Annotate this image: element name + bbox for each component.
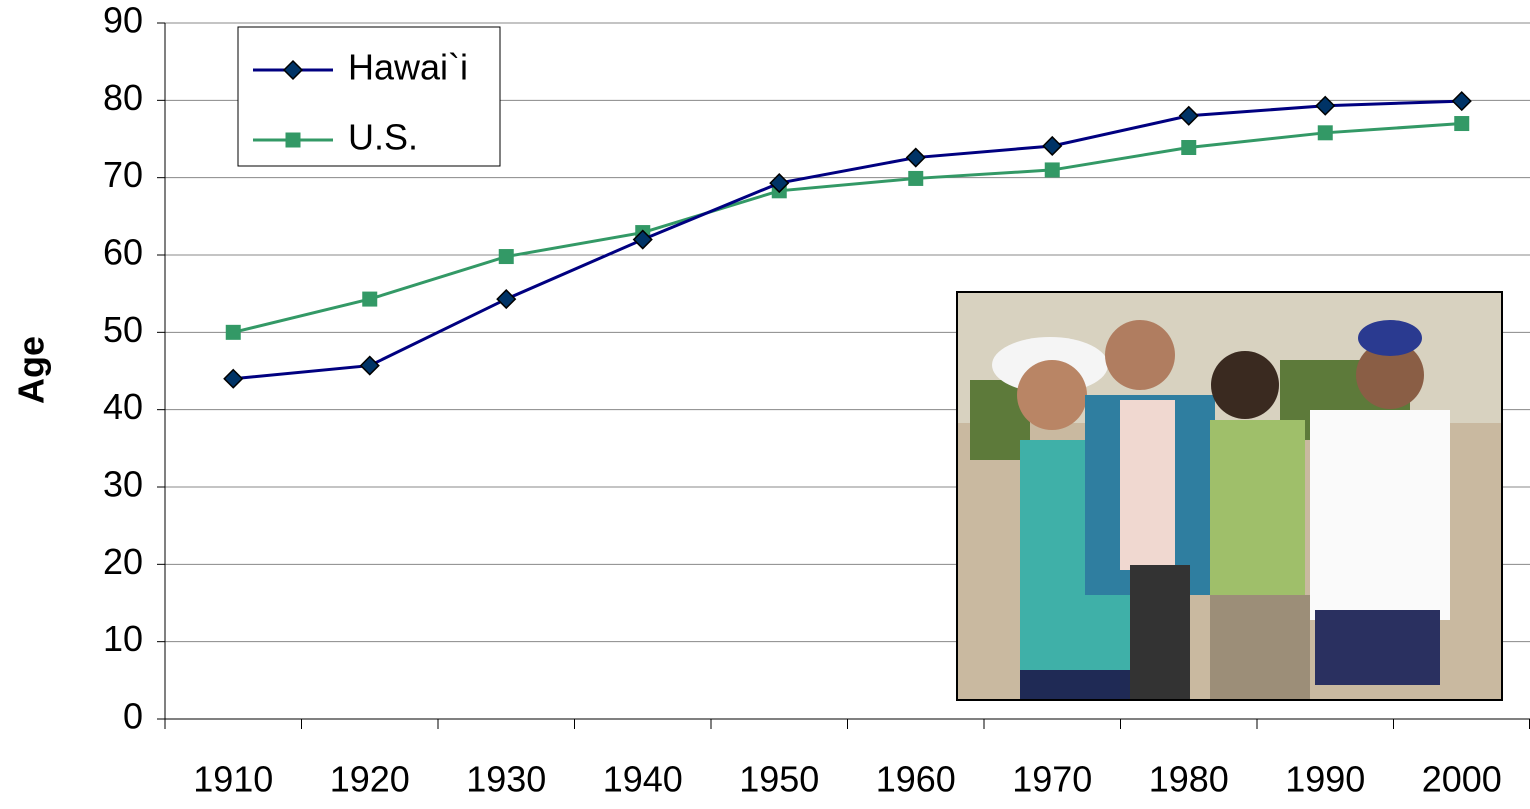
marker	[1454, 116, 1470, 132]
marker	[905, 147, 926, 168]
marker	[496, 289, 517, 310]
y-tick-label: 20	[103, 541, 143, 582]
y-tick-label: 10	[103, 618, 143, 659]
marker	[908, 170, 924, 186]
y-tick-label: 80	[103, 77, 143, 118]
x-tick-label: 1970	[1012, 759, 1092, 800]
x-tick-label: 1980	[1149, 759, 1229, 800]
y-tick-label: 30	[103, 464, 143, 505]
y-axis-label: Age	[11, 336, 52, 404]
legend-marker	[282, 59, 304, 81]
marker	[1317, 125, 1333, 141]
x-tick-label: 1940	[603, 759, 683, 800]
marker	[1315, 95, 1336, 116]
y-tick-label: 60	[103, 232, 143, 273]
x-tick-label: 1990	[1285, 759, 1365, 800]
marker	[1181, 140, 1197, 156]
marker	[223, 368, 244, 389]
marker	[632, 229, 653, 250]
x-tick-label: 1920	[330, 759, 410, 800]
y-tick-label: 40	[103, 386, 143, 427]
marker	[1042, 135, 1063, 157]
marker	[769, 173, 790, 194]
legend-label: U.S.	[348, 117, 418, 158]
marker	[1178, 105, 1199, 126]
x-tick-label: 1910	[193, 759, 273, 800]
x-tick-label: 1950	[739, 759, 819, 800]
legend-box	[237, 26, 501, 167]
y-tick-label: 0	[123, 696, 143, 737]
series-line	[233, 99, 1462, 381]
x-tick-label: 2000	[1422, 759, 1502, 800]
y-tick-label: 70	[103, 154, 143, 195]
series-line	[232, 122, 1462, 334]
marker	[225, 324, 241, 340]
marker	[1044, 162, 1060, 178]
photo	[956, 291, 1503, 701]
y-tick-label: 50	[103, 309, 143, 350]
legend-label: Hawai`i	[348, 47, 468, 88]
marker	[1451, 91, 1472, 112]
marker	[359, 355, 380, 376]
marker	[498, 249, 514, 265]
x-tick-label: 1960	[876, 759, 956, 800]
y-tick-label: 90	[103, 0, 143, 41]
x-tick-label: 1930	[466, 759, 546, 800]
legend-marker	[285, 132, 301, 148]
marker	[362, 291, 378, 307]
